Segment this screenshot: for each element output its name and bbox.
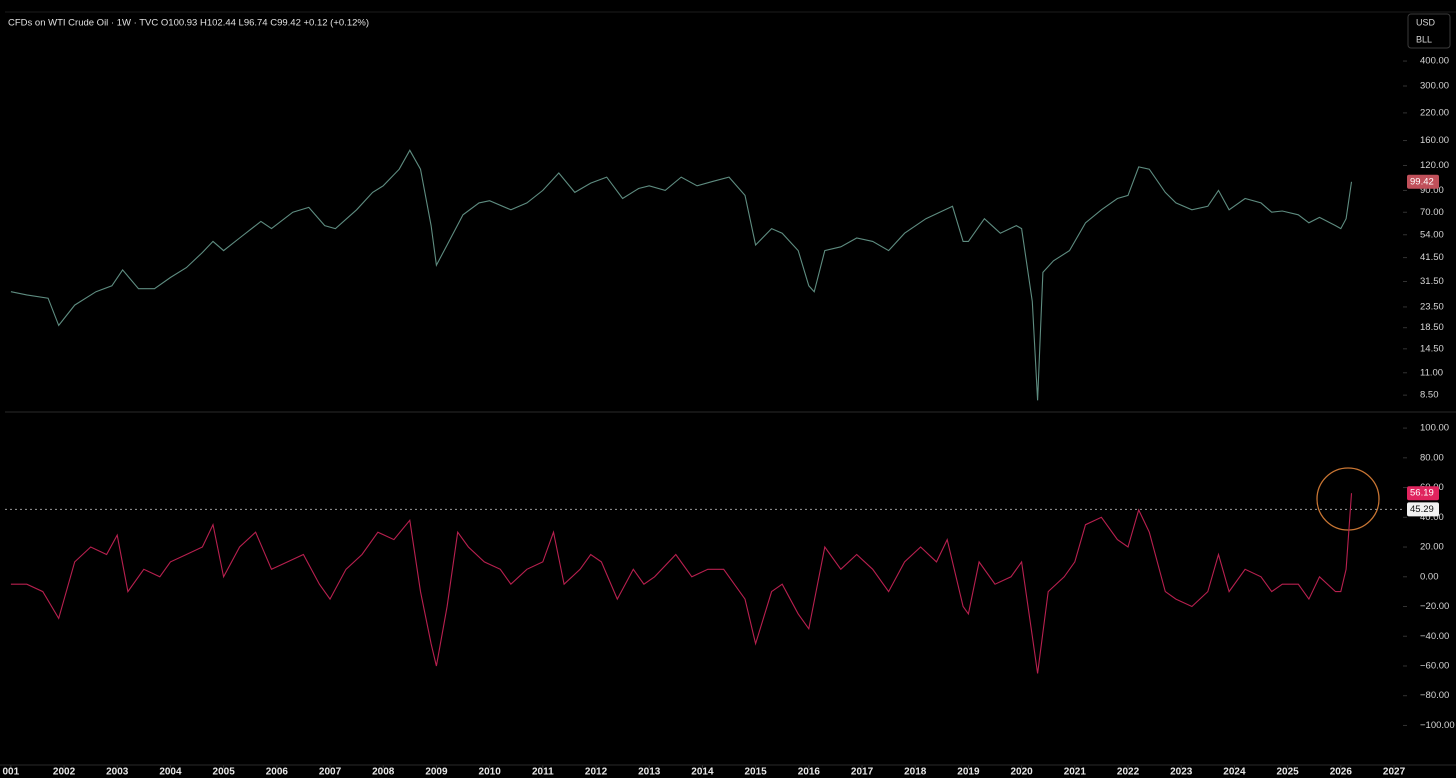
currency: USD (1416, 17, 1436, 27)
series-line (10, 493, 1353, 674)
y-tick-label: 120.00 (1420, 160, 1449, 171)
x-tick-label: 2008 (372, 767, 395, 778)
last-value-label: 56.19 (1410, 488, 1434, 499)
y-tick-label: 41.50 (1420, 252, 1444, 263)
x-tick-label: 001 (3, 767, 20, 778)
y-tick-label: −100.00 (1420, 720, 1455, 731)
x-tick-label: 2015 (745, 767, 768, 778)
highlight-circle (1316, 467, 1380, 531)
y-tick-label: 80.00 (1420, 452, 1444, 463)
x-tick-label: 2009 (425, 767, 448, 778)
x-tick-label: 2027 (1383, 767, 1406, 778)
x-tick-label: 2004 (159, 767, 182, 778)
x-tick-label: 2023 (1170, 767, 1193, 778)
currency-box[interactable] (1407, 13, 1451, 49)
x-tick-label: 2006 (266, 767, 289, 778)
y-tick-label: 70.00 (1420, 207, 1444, 218)
x-tick-label: 2017 (851, 767, 874, 778)
x-tick-label: 2003 (106, 767, 129, 778)
y-tick-label: −80.00 (1420, 690, 1449, 701)
y-tick-label: 11.00 (1420, 367, 1443, 378)
y-tick-label: 300.00 (1420, 81, 1449, 92)
y-tick-label: −20.00 (1420, 601, 1449, 612)
y-tick-label: −60.00 (1420, 660, 1449, 671)
x-tick-label: 2011 (532, 767, 554, 778)
y-tick-label: 54.00 (1420, 229, 1444, 240)
x-tick-label: 2007 (319, 767, 342, 778)
x-tick-label: 2018 (904, 767, 927, 778)
y-tick-label: 18.50 (1420, 322, 1444, 333)
y-tick-label: 160.00 (1420, 135, 1449, 146)
x-tick-label: 2016 (798, 767, 821, 778)
last-value-badge (1407, 174, 1439, 189)
x-tick-label: 2024 (1223, 767, 1246, 778)
y-tick-label: 20.00 (1420, 542, 1444, 553)
x-tick-label: 2013 (638, 767, 661, 778)
y-tick-label: 90.00 (1420, 185, 1444, 196)
series-line (10, 149, 1353, 401)
x-tick-label: 2010 (479, 767, 502, 778)
unit: BLL (1416, 34, 1432, 44)
y-tick-label: 220.00 (1420, 107, 1449, 118)
y-tick-label: 14.50 (1420, 343, 1444, 354)
y-tick-label: 400.00 (1420, 56, 1449, 67)
x-tick-label: 2014 (691, 767, 714, 778)
y-tick-label: 100.00 (1420, 423, 1449, 434)
y-tick-label: 40.00 (1420, 512, 1444, 523)
x-tick-label: 2005 (213, 767, 236, 778)
y-tick-label: 8.50 (1420, 390, 1439, 401)
x-tick-label: 2019 (957, 767, 980, 778)
x-tick-label: 2021 (1064, 767, 1087, 778)
y-tick-label: 23.50 (1420, 301, 1444, 312)
x-tick-label: 2025 (1276, 767, 1299, 778)
x-tick-label: 2020 (1011, 767, 1034, 778)
x-tick-label: 2026 (1330, 767, 1353, 778)
x-tick-label: 2002 (53, 767, 76, 778)
y-tick-label: 0.00 (1420, 571, 1439, 582)
y-tick-label: −40.00 (1420, 631, 1449, 642)
last-value-label: 99.42 (1410, 176, 1434, 187)
y-tick-label: 31.50 (1420, 276, 1444, 287)
chart-title: CFDs on WTI Crude Oil · 1W · TVC O100.93… (8, 18, 369, 29)
reference-badge (1407, 502, 1439, 517)
x-tick-label: 2012 (585, 767, 608, 778)
last-value-badge (1407, 486, 1439, 501)
reference-label: 45.29 (1410, 504, 1434, 515)
x-tick-label: 2022 (1117, 767, 1140, 778)
